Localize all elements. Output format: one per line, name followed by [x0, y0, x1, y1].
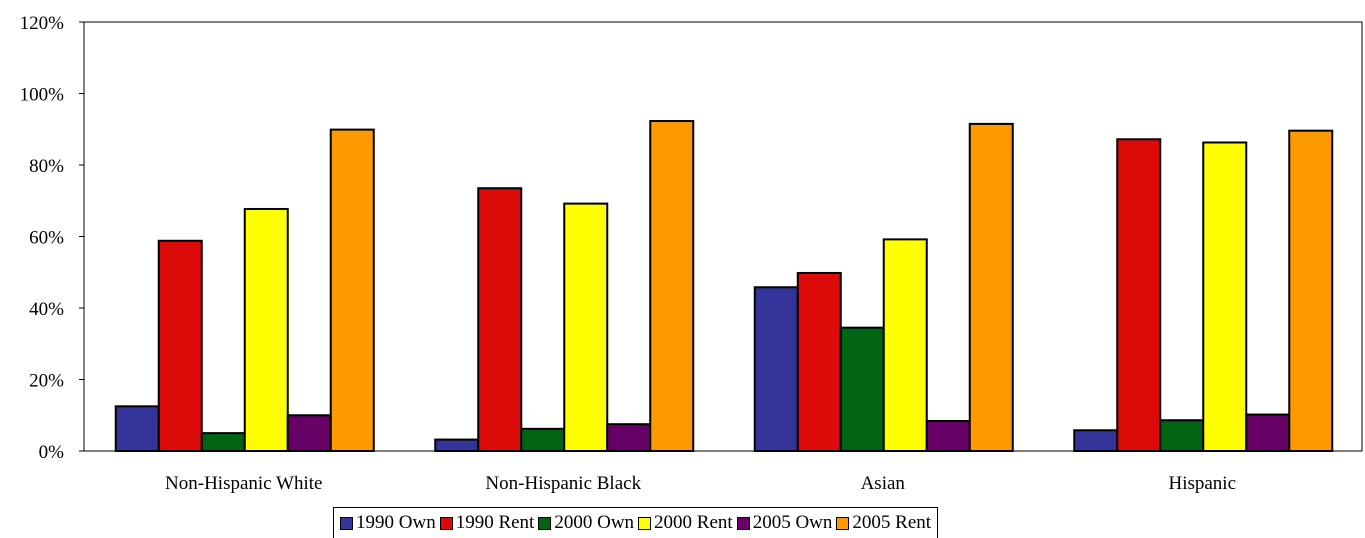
plot-area-frame: [83, 21, 1363, 452]
y-axis-ticks: 0% 20% 40% 60% 80% 100% 120%: [20, 13, 84, 463]
y-tick-label: 0%: [39, 442, 65, 463]
bar-2005-own-non-hispanic-white: [286, 414, 332, 452]
y-tick-label: 80%: [29, 156, 64, 177]
bar-1990-rent-non-hispanic-white: [157, 239, 203, 452]
bar-2000-own-non-hispanic-white: [200, 432, 246, 452]
legend-swatch: [340, 516, 353, 530]
legend-item: 2005 Rent: [836, 512, 931, 534]
bar-2005-own-asian: [925, 419, 971, 453]
bars: [114, 120, 1334, 453]
y-tick-label: 120%: [20, 13, 65, 34]
legend-item: 1990 Own: [340, 512, 436, 534]
bar-2005-rent-non-hispanic-white: [329, 128, 375, 452]
bar-1990-rent-hispanic: [1116, 138, 1162, 452]
y-tick-label: 40%: [29, 299, 64, 320]
legend-item: 2005 Own: [736, 512, 833, 534]
x-category-label: Non-Hispanic White: [165, 473, 322, 494]
bar-2005-rent-asian: [968, 122, 1014, 452]
bar-2005-own-non-hispanic-black: [606, 423, 652, 452]
bar-1990-own-hispanic: [1073, 429, 1119, 453]
bar-2000-own-asian: [839, 326, 885, 453]
legend-item: 2000 Own: [538, 512, 634, 534]
bar-2005-rent-hispanic: [1288, 129, 1334, 452]
y-tick-label: 60%: [29, 228, 64, 249]
bar-1990-rent-non-hispanic-black: [477, 187, 523, 453]
legend-label: 2005 Rent: [852, 512, 932, 533]
legend-item: 1990 Rent: [439, 512, 535, 534]
bar-1990-rent-asian: [796, 271, 842, 452]
y-tick-label: 100%: [20, 85, 65, 106]
bar-1990-own-asian: [753, 286, 799, 453]
x-category-label: Asian: [861, 473, 906, 494]
bar-1990-own-non-hispanic-white: [114, 405, 160, 452]
legend: 1990 Own 1990 Rent 2000 Own 2000 Rent 2005 O…: [333, 507, 939, 538]
legend-label: 2005 Own: [752, 512, 833, 533]
x-category-label: Non-Hispanic Black: [485, 473, 641, 494]
legend-swatch: [638, 516, 652, 530]
legend-label: 1990 Rent: [455, 512, 535, 533]
bar-2005-rent-non-hispanic-black: [649, 120, 695, 452]
legend-item: 2000 Rent: [638, 512, 733, 534]
legend-swatch: [439, 516, 453, 530]
bar-2000-rent-hispanic: [1202, 141, 1248, 452]
bar-2000-rent-non-hispanic-black: [563, 202, 609, 452]
y-tick-label: 20%: [29, 371, 64, 392]
legend-swatch: [538, 516, 552, 530]
legend-label: 2000 Rent: [654, 512, 733, 533]
bar-2000-own-non-hispanic-black: [520, 427, 566, 452]
bar-2000-rent-non-hispanic-white: [243, 207, 289, 452]
bar-2000-rent-asian: [882, 238, 928, 452]
bar-2005-own-hispanic: [1245, 413, 1291, 453]
legend-label: 2000 Own: [554, 512, 635, 533]
legend-label: 1990 Own: [356, 512, 436, 533]
bar-1990-own-non-hispanic-black: [434, 438, 480, 452]
legend-swatch: [736, 516, 750, 530]
legend-swatch: [836, 516, 850, 530]
bar-2000-own-hispanic: [1159, 419, 1205, 453]
x-category-label: Hispanic: [1168, 473, 1236, 494]
x-axis-category-labels: Non-Hispanic White Non-Hispanic Black Asia…: [165, 473, 1236, 494]
